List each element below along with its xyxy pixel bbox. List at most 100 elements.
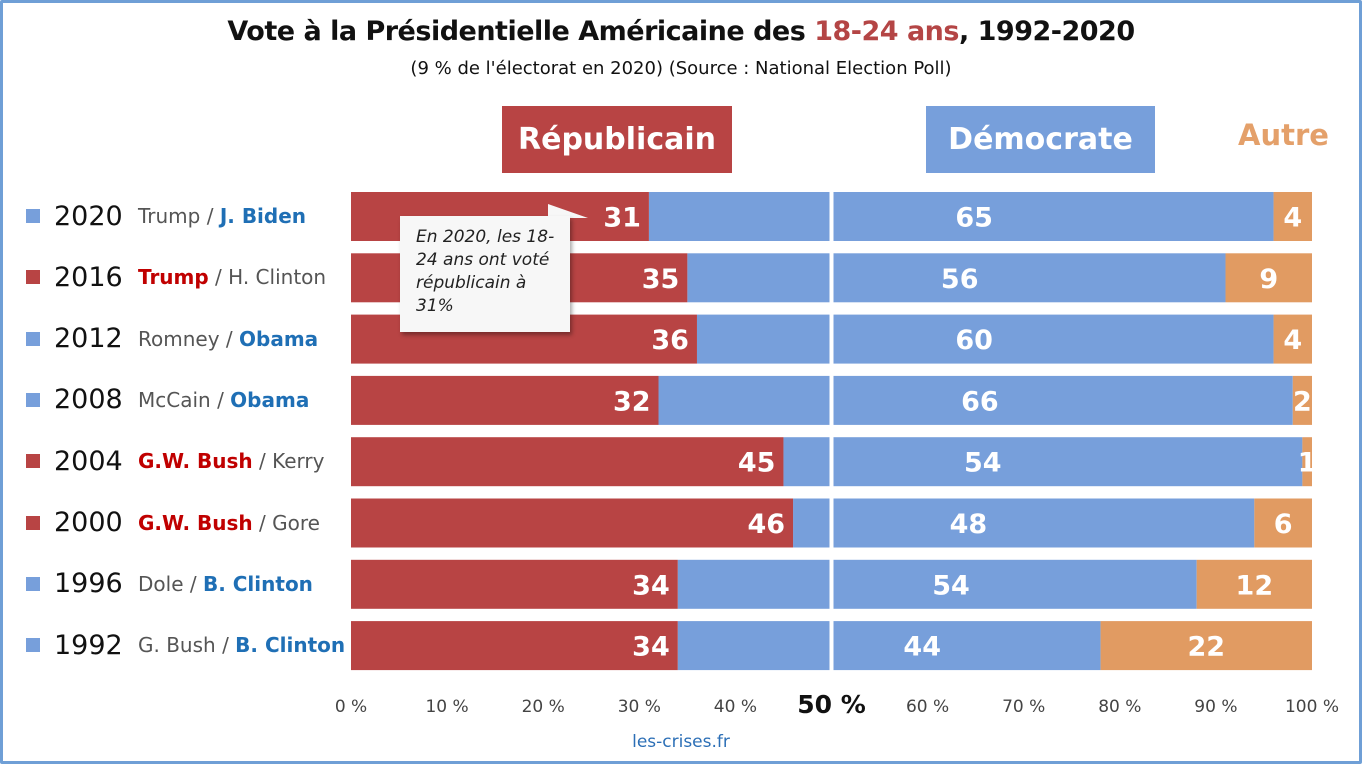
republican-candidate: Trump [138, 204, 201, 228]
x-tick-3: 30 % [618, 697, 661, 717]
bar-democrat-2020 [648, 192, 1274, 241]
legend-democrat: Démocrate [926, 106, 1155, 173]
row-label-2004: 2004 G.W. Bush / Kerry [26, 437, 324, 485]
legend-republican: Républicain [502, 106, 732, 173]
year-label: 2016 [54, 261, 123, 293]
bar-democrat-2008 [658, 375, 1293, 425]
democrat-candidate: B. Clinton [235, 633, 346, 658]
x-tick-7: 70 % [1002, 697, 1045, 717]
label-other-2004: 1 [1298, 448, 1317, 479]
winner-marker [26, 638, 40, 653]
bar-democrat-2016 [687, 253, 1226, 303]
candidates-label: G. Bush / B. Clinton [138, 633, 345, 657]
bar-other-1996 [1196, 559, 1312, 609]
year-label: 2000 [54, 507, 123, 538]
separator: / [252, 510, 273, 535]
year-label: 2004 [54, 445, 123, 477]
candidates-label: Romney / Obama [138, 327, 318, 351]
row-label-2012: 2012 Romney / Obama [26, 315, 318, 363]
label-republican-2012: 36 [651, 325, 689, 356]
x-tick-8: 80 % [1098, 697, 1141, 717]
x-tick-2: 20 % [522, 697, 565, 717]
separator: / [210, 387, 231, 412]
winner-marker [26, 576, 40, 591]
chart-subtitle: (9 % de l'électorat en 2020) (Source : N… [410, 58, 952, 79]
candidates-label: Dole / B. Clinton [138, 572, 313, 596]
democrat-candidate: B. Clinton [202, 571, 313, 596]
bar-other-2016 [1225, 253, 1312, 303]
republican-candidate: Trump [138, 265, 209, 290]
year-label: 1996 [54, 568, 123, 600]
republican-candidate: G. Bush [138, 633, 216, 658]
label-other-1996: 12 [1236, 570, 1274, 601]
bar-republican-2000 [351, 498, 794, 548]
chart-title: Vote à la Présidentielle Américaine des … [227, 16, 1135, 47]
x-tick-6: 60 % [906, 697, 949, 717]
label-other-2008: 2 [1293, 386, 1312, 417]
bar-democrat-1996 [677, 559, 1197, 609]
source-credit: les-crises.fr [632, 732, 730, 752]
row-label-1996: 1996 Dole / B. Clinton [26, 560, 313, 608]
candidates-label: Trump / H. Clinton [138, 265, 326, 289]
separator: / [215, 633, 236, 658]
callout-text: En 2020, les 18-24 ans ont voté républic… [416, 227, 555, 316]
label-other-2016: 9 [1259, 264, 1278, 295]
year-label: 2012 [54, 323, 123, 355]
year-label: 2020 [54, 200, 123, 232]
label-democrat-2016: 56 [941, 264, 979, 295]
winner-marker [26, 270, 40, 285]
row-label-2016: 2016 Trump / H. Clinton [26, 253, 326, 301]
row-label-2000: 2000 G.W. Bush / Gore [26, 499, 320, 547]
republican-candidate: G.W. Bush [138, 510, 253, 535]
label-republican-2020: 31 [603, 203, 641, 234]
bar-democrat-2000 [793, 498, 1255, 548]
bar-other-1992 [1100, 621, 1312, 671]
x-tick-4: 40 % [714, 697, 757, 717]
winner-marker [26, 331, 40, 346]
democrat-candidate: Obama [230, 387, 310, 412]
legend-other: Autre [1238, 118, 1329, 152]
label-republican-2016: 35 [642, 264, 680, 295]
x-tick-5: 50 % [797, 690, 866, 719]
candidates-label: McCain / Obama [138, 388, 309, 412]
label-other-1992: 22 [1188, 632, 1226, 663]
bar-other-2020 [1273, 192, 1312, 241]
label-republican-2008: 32 [613, 386, 651, 417]
bar-other-2012 [1273, 314, 1312, 364]
bar-democrat-1992 [677, 621, 1101, 671]
separator: / [208, 265, 229, 290]
bar-other-2004 [1302, 437, 1312, 487]
label-democrat-2020: 65 [955, 203, 993, 234]
label-other-2000: 6 [1274, 509, 1293, 540]
row-label-2008: 2008 McCain / Obama [26, 376, 309, 424]
candidates-label: G.W. Bush / Kerry [138, 449, 324, 473]
label-other-2012: 4 [1283, 325, 1302, 356]
republican-candidate: G.W. Bush [138, 449, 253, 474]
republican-candidate: McCain [138, 387, 211, 412]
label-democrat-2008: 66 [961, 386, 999, 417]
label-other-2020: 4 [1283, 203, 1302, 234]
year-label: 2008 [54, 384, 123, 416]
bar-other-2000 [1254, 498, 1312, 548]
bar-other-2008 [1292, 375, 1312, 425]
label-democrat-1992: 44 [903, 632, 941, 663]
label-republican-2000: 46 [747, 509, 785, 540]
republican-candidate: Dole [138, 571, 184, 596]
year-label: 1992 [54, 629, 123, 661]
label-republican-1992: 34 [632, 632, 670, 663]
separator: / [219, 326, 239, 351]
democrat-candidate: Obama [239, 326, 319, 351]
label-republican-1996: 34 [632, 570, 670, 601]
x-tick-1: 10 % [425, 697, 468, 717]
label-democrat-2004: 54 [964, 448, 1002, 479]
winner-marker [26, 392, 40, 407]
winner-marker [26, 515, 40, 530]
x-tick-10: 100 % [1285, 697, 1339, 717]
separator: / [252, 449, 273, 474]
democrat-candidate: Gore [272, 510, 320, 535]
republican-candidate: Romney [138, 326, 220, 351]
separator: / [200, 204, 220, 228]
bar-republican-1996 [351, 559, 678, 609]
bar-republican-2008 [351, 375, 659, 425]
